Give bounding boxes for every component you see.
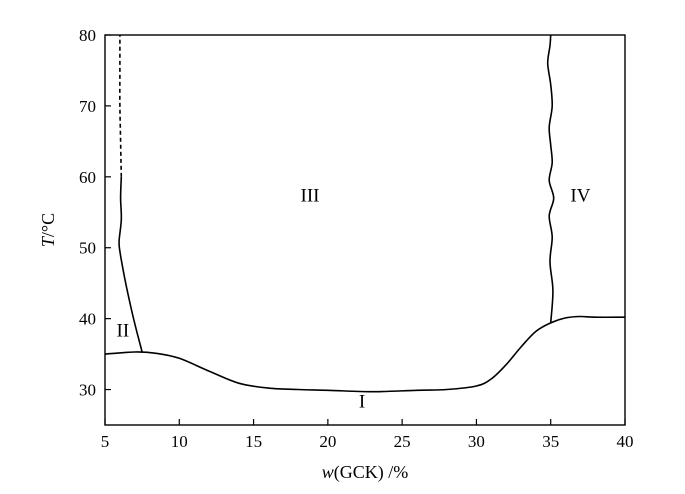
region-label: I [359, 391, 365, 412]
x-tick-label: 15 [245, 432, 262, 451]
region-label: III [301, 186, 320, 207]
plot-frame [104, 34, 626, 426]
x-tick-label: 10 [171, 432, 188, 451]
y-axis: 30 40 50 60 70 80 [79, 26, 111, 400]
x-tick-label: 35 [542, 432, 559, 451]
y-axis-title: T/°C [38, 213, 58, 247]
x-axis-title: w(GCK) /% [322, 462, 409, 483]
y-tick-label: 50 [79, 239, 96, 258]
phase-boundary-1 [104, 315, 626, 393]
phase-boundary-2 [118, 176, 143, 353]
y-tick-label: 30 [79, 381, 96, 400]
y-tick-label: 40 [79, 310, 96, 329]
region-label: IV [570, 186, 590, 207]
phase-boundaries [104, 34, 626, 393]
y-tick-label: 60 [79, 168, 96, 187]
x-tick-label: 25 [394, 432, 411, 451]
region-label: II [117, 320, 130, 341]
phase-boundary-4 [546, 34, 555, 323]
x-tick-label: 20 [319, 432, 336, 451]
x-tick-label: 40 [617, 432, 634, 451]
phase-boundary-3 [119, 35, 123, 177]
x-tick-label: 30 [468, 432, 485, 451]
x-axis: 5 10 15 20 25 30 35 40 [101, 419, 634, 451]
y-tick-label: 70 [79, 97, 96, 116]
x-tick-label: 5 [101, 432, 110, 451]
y-tick-label: 80 [79, 26, 96, 45]
